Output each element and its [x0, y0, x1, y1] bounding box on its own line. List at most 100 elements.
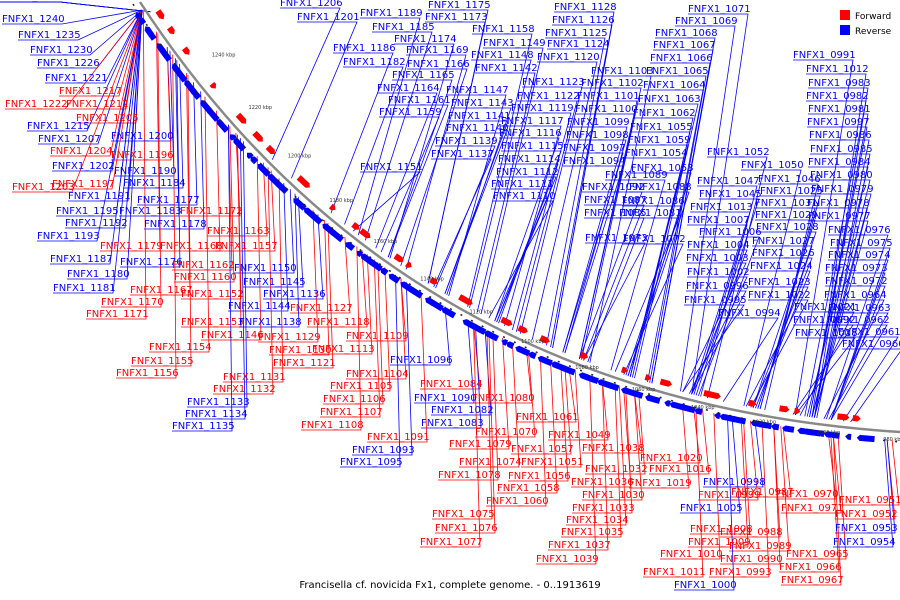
gene-label[interactable]: FNFX1_1165 [392, 70, 455, 81]
gene-label[interactable]: FNFX1_1110 [493, 191, 556, 202]
gene-label[interactable]: FNFX1_1139 [435, 136, 498, 147]
gene-label[interactable]: FNFX1_1148 [471, 50, 534, 61]
gene-label[interactable]: FNFX1_0971 [781, 503, 844, 514]
gene-label[interactable]: FNFX1_1011 [643, 567, 706, 578]
gene-label[interactable]: FNFX1_1102 [581, 78, 644, 89]
gene-label[interactable]: FNFX1_0988 [720, 527, 783, 538]
gene-label[interactable]: FNFX1_1074 [459, 457, 522, 468]
gene-label[interactable]: FNFX1_1073 [585, 233, 648, 244]
gene-label[interactable]: FNFX1_1149 [483, 38, 546, 49]
gene-label[interactable]: FNFX1_1082 [431, 405, 494, 416]
gene-label[interactable]: FNFX1_1018 [795, 328, 858, 339]
gene-label[interactable]: FNFX1_0970 [776, 489, 839, 500]
gene-label[interactable]: FNFX1_1003 [686, 253, 749, 264]
gene-label[interactable]: FNFX1_1221 [45, 73, 108, 84]
gene-label[interactable]: FNFX1_1177 [137, 195, 200, 206]
gene-label[interactable]: FNFX1_1160 [174, 272, 237, 283]
gene-label[interactable]: FNFX1_1123 [522, 77, 585, 88]
gene-label[interactable]: FNFX1_1141 [448, 111, 511, 122]
gene-label[interactable]: FNFX1_1094 [563, 156, 626, 167]
gene-label[interactable]: FNFX1_1117 [501, 116, 564, 127]
gene-label[interactable]: FNFX1_1131 [223, 372, 286, 383]
gene-label[interactable]: FNFX1_1126 [552, 15, 615, 26]
gene-label[interactable]: FNFX1_0960 [842, 339, 900, 350]
gene-label[interactable]: FNFX1_1032 [585, 464, 648, 475]
gene-label[interactable]: FNFX1_1061 [516, 412, 579, 423]
gene-label[interactable]: FNFX1_1197 [52, 179, 115, 190]
gene-label[interactable]: FNFX1_0995 [684, 295, 747, 306]
gene-label[interactable]: FNFX1_1167 [130, 285, 193, 296]
gene-label[interactable]: FNFX1_0965 [786, 549, 849, 560]
gene-label[interactable]: FNFX1_1027 [752, 236, 815, 247]
gene-label[interactable]: FNFX1_1106 [323, 394, 386, 405]
gene-label[interactable]: FNFX1_1016 [649, 464, 712, 475]
gene-label[interactable]: FNFX1_1192 [65, 218, 128, 229]
gene-label[interactable]: FNFX1_1031 [755, 198, 818, 209]
gene-label[interactable]: FNFX1_1204 [50, 146, 113, 157]
gene-label[interactable]: FNFX1_1052 [707, 147, 770, 158]
gene-label[interactable]: FNFX1_1035 [561, 527, 624, 538]
gene-label[interactable]: FNFX1_0963 [828, 303, 891, 314]
gene-label[interactable]: FNFX1_0962 [827, 315, 890, 326]
gene-label[interactable]: FNFX1_1226 [37, 58, 100, 69]
gene-label[interactable]: FNFX1_1151 [360, 162, 423, 173]
gene-label[interactable]: FNFX1_1133 [187, 397, 250, 408]
gene-label[interactable]: FNFX1_1169 [406, 45, 469, 56]
gene-label[interactable]: FNFX1_1212 [66, 99, 129, 110]
gene-label[interactable]: FNFX1_1240 [2, 14, 65, 25]
gene-label[interactable]: FNFX1_1196 [111, 150, 174, 161]
gene-label[interactable]: FNFX1_1104 [346, 369, 409, 380]
gene-label[interactable]: FNFX1_1036 [571, 477, 634, 488]
gene-label[interactable]: FNFX1_1159 [379, 107, 442, 118]
gene-label[interactable]: FNFX1_1019 [629, 478, 692, 489]
gene-label[interactable]: FNFX1_1162 [172, 260, 235, 271]
gene-label[interactable]: FNFX1_0994 [718, 308, 781, 319]
gene-label[interactable]: FNFX1_1118 [307, 317, 370, 328]
gene-label[interactable]: FNFX1_1200 [111, 131, 174, 142]
gene-label[interactable]: FNFX1_1009 [688, 537, 751, 548]
gene-label[interactable]: FNFX1_1069 [675, 16, 738, 27]
gene-label[interactable]: FNFX1_0999 [698, 490, 761, 501]
gene-label[interactable]: FNFX1_1085 [584, 208, 647, 219]
gene-label[interactable]: FNFX1_1093 [352, 445, 415, 456]
gene-label[interactable]: FNFX1_1091 [367, 432, 430, 443]
gene-label[interactable]: FNFX1_1057 [511, 444, 574, 455]
gene-label[interactable]: FNFX1_1059 [628, 135, 691, 146]
gene-label[interactable]: FNFX1_0996 [686, 281, 749, 292]
gene-label[interactable]: FNFX1_1186 [333, 43, 396, 54]
gene-label[interactable]: FNFX1_0985 [810, 144, 873, 155]
gene-label[interactable]: FNFX1_1116 [499, 128, 562, 139]
gene-label[interactable]: FNFX1_1077 [420, 537, 483, 548]
gene-label[interactable]: FNFX1_1136 [263, 289, 326, 300]
gene-label[interactable]: FNFX1_1056 [508, 471, 571, 482]
gene-label[interactable]: FNFX1_1175 [428, 0, 491, 11]
gene-label[interactable]: FNFX1_1024 [750, 261, 813, 272]
gene-label[interactable]: FNFX1_0989 [729, 541, 792, 552]
gene-label[interactable]: FNFX1_1008 [690, 524, 753, 535]
gene-label[interactable]: FNFX1_1037 [548, 540, 611, 551]
gene-label[interactable]: FNFX1_1109 [346, 331, 409, 342]
gene-label[interactable]: FNFX1_1193 [37, 231, 100, 242]
gene-label[interactable]: FNFX1_1000 [674, 580, 737, 591]
gene-label[interactable]: FNFX1_0982 [806, 91, 869, 102]
gene-label[interactable]: FNFX1_0983 [808, 78, 871, 89]
gene-label[interactable]: FNFX1_0978 [807, 198, 870, 209]
gene-label[interactable]: FNFX1_0997 [807, 117, 870, 128]
gene-label[interactable]: FNFX1_0958 [0, 0, 63, 3]
gene-label[interactable]: FNFX1_1185 [372, 22, 435, 33]
gene-label[interactable]: FNFX1_1130 [269, 345, 332, 356]
gene-label[interactable]: FNFX1_1156 [116, 368, 179, 379]
gene-label[interactable]: FNFX1_1026 [752, 248, 815, 259]
gene-label[interactable]: FNFX1_1138 [239, 317, 302, 328]
gene-label[interactable]: FNFX1_1070 [475, 427, 538, 438]
gene-label[interactable]: FNFX1_1215 [27, 121, 90, 132]
gene-label[interactable]: FNFX1_1098 [566, 130, 629, 141]
gene-label[interactable]: FNFX1_1176 [120, 257, 183, 268]
gene-label[interactable]: FNFX1_1013 [690, 202, 753, 213]
gene-label[interactable]: FNFX1_1029 [755, 210, 818, 221]
gene-label[interactable]: FNFX1_0980 [810, 170, 873, 181]
gene-label[interactable]: FNFX1_0998 [703, 477, 766, 488]
gene-label[interactable]: FNFX1_1033 [572, 503, 635, 514]
gene-label[interactable]: FNFX1_1201 [297, 12, 360, 23]
gene-label[interactable]: FNFX1_1012 [806, 64, 869, 75]
